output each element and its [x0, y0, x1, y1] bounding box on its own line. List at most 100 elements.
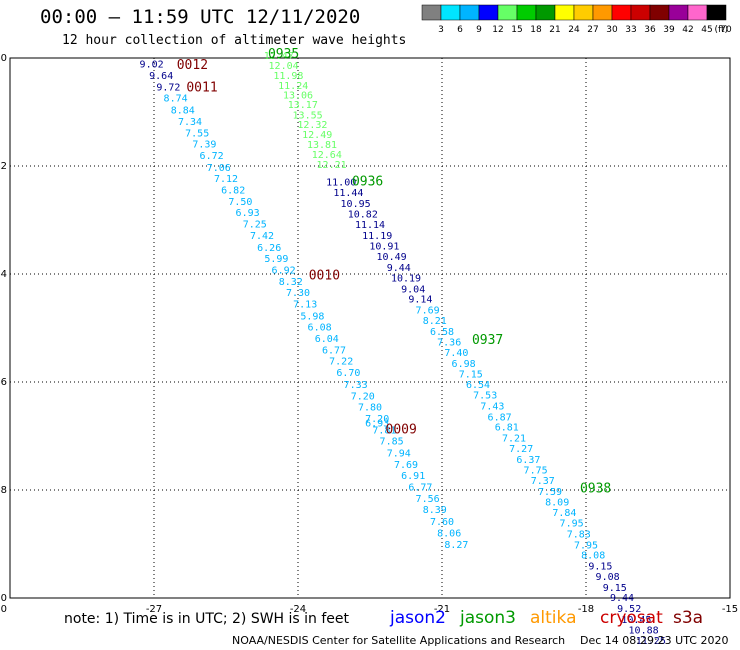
y-tick-label: -42	[0, 161, 7, 172]
wave-height-label: 7.69	[416, 305, 440, 316]
wave-height-label: 10.45	[621, 615, 651, 626]
wave-height-label: 10.91	[369, 242, 399, 253]
wave-height-label: 7.83	[567, 530, 591, 541]
wave-height-label: 10.49	[377, 252, 407, 263]
wave-height-label: 10.82	[348, 209, 378, 220]
wave-height-label: 12.47	[264, 51, 294, 62]
wave-height-label: 7.50	[228, 197, 252, 208]
pass-time-label: 0010	[309, 268, 340, 283]
footer-timestamp: Dec 14 08:29:23 UTC 2020	[580, 634, 729, 647]
wave-height-label: 11.14	[355, 220, 385, 231]
wave-height-label: 7.06	[207, 163, 231, 174]
y-tick-label: -40	[0, 53, 7, 64]
colorbar-swatch	[687, 4, 708, 21]
wave-height-label: 7.12	[214, 174, 238, 185]
colorbar-label: 24	[568, 25, 580, 35]
colorbar-swatch	[573, 4, 594, 21]
wave-height-label: 6.26	[257, 243, 281, 254]
wave-height-label: 11.44	[333, 188, 363, 199]
wave-height-label: 9.64	[149, 71, 173, 82]
wave-height-label: 7.13	[293, 299, 317, 310]
wave-height-label: 6.98	[452, 359, 476, 370]
plot-frame	[9, 57, 731, 599]
pass-time-label: 0938	[580, 482, 611, 497]
pass-time-label: 0937	[472, 333, 503, 348]
legend-jason3: jason3	[460, 608, 516, 628]
y-tick-label: -46	[0, 377, 7, 388]
wave-height-label: 7.27	[509, 444, 533, 455]
wave-height-label: 12.04	[269, 61, 299, 72]
wave-height-label: 8.27	[444, 540, 468, 551]
colorbar-label: 36	[644, 25, 656, 35]
wave-height-label: 8.08	[581, 551, 605, 562]
colorbar-label: 27	[587, 25, 598, 35]
y-tick-label: -48	[0, 485, 7, 496]
wave-height-label: 7.94	[387, 449, 411, 460]
wave-height-label: 7.33	[344, 380, 368, 391]
wave-height-label: 7.59	[538, 487, 562, 498]
colorbar-swatch	[516, 4, 537, 21]
wave-height-label: 7.80	[358, 403, 382, 414]
wave-height-label: 7.95	[560, 519, 584, 530]
wave-height-label: 8.32	[279, 277, 303, 288]
x-tick-label: -21	[434, 604, 450, 615]
wave-height-label: 9.52	[617, 604, 641, 615]
wave-height-label: 7.53	[473, 391, 497, 402]
wave-height-label: 10.19	[391, 274, 421, 285]
wave-height-label: 7.25	[243, 220, 267, 231]
wave-height-label: 6.77	[322, 345, 346, 356]
pass-time-label: 0935	[268, 47, 299, 62]
wave-height-label: 6.08	[308, 323, 332, 334]
wave-height-label: 7.60	[430, 517, 454, 528]
wave-height-label: 6.82	[221, 186, 245, 197]
wave-height-label: 7.81	[372, 425, 396, 436]
wave-height-label: 7.39	[192, 140, 216, 151]
wave-height-label: 8.21	[423, 316, 447, 327]
wave-height-label: 13.06	[283, 91, 313, 102]
wave-height-label: 9.04	[401, 284, 425, 295]
colorbar-swatch	[459, 4, 480, 21]
colorbar-unit: (ft)	[714, 25, 728, 35]
wave-height-label: 7.34	[178, 117, 202, 128]
wave-height-label: 7.75	[524, 465, 548, 476]
wave-height-label: 9.15	[603, 583, 627, 594]
wave-height-label: 7.36	[437, 337, 461, 348]
colorbar-swatch	[421, 4, 442, 21]
wave-height-label: 12.32	[297, 120, 327, 131]
wave-height-label: 13.81	[307, 140, 337, 151]
wave-height-label: 7.37	[531, 476, 555, 487]
wave-height-label: 6.81	[495, 423, 519, 434]
wave-height-label: 7.69	[394, 460, 418, 471]
wave-height-label: 8.39	[423, 505, 447, 516]
wave-height-label: 10.88	[629, 626, 659, 637]
colorbar-label: 33	[625, 25, 636, 35]
footer-credit: NOAA/NESDIS Center for Satellite Applica…	[232, 634, 566, 647]
colorbar-label: 18	[530, 25, 542, 35]
colorbar-label: 45	[701, 25, 712, 35]
pass-time-label: 0009	[386, 422, 417, 437]
pass-time-label: 0012	[177, 58, 208, 73]
colorbar-label: 39	[663, 25, 675, 35]
x-tick-label: -18	[578, 604, 594, 615]
legend-jason2: jason2	[390, 608, 446, 628]
wave-height-label: 6.92	[272, 265, 296, 276]
wave-height-label: 6.37	[516, 455, 540, 466]
wave-height-label: 6.91	[401, 471, 425, 482]
corner-tick-label: -30	[0, 604, 7, 615]
colorbar-label: 21	[549, 25, 560, 35]
wave-height-label: 6.54	[466, 380, 490, 391]
pass-time-label: 0936	[352, 174, 383, 189]
wave-height-label: 6.58	[430, 327, 454, 338]
wave-height-label: 8.09	[545, 498, 569, 509]
wave-height-label: 12.49	[302, 130, 332, 141]
wave-height-label: 9.72	[156, 82, 180, 93]
wave-height-label: 12.21	[317, 160, 347, 171]
colorbar-swatch	[706, 4, 727, 21]
colorbar-label: 30	[606, 25, 618, 35]
colorbar-label: 42	[682, 25, 693, 35]
wave-height-label: 6.93	[365, 418, 389, 429]
x-tick-label: -24	[290, 604, 306, 615]
wave-height-label: 7.42	[250, 231, 274, 242]
wave-height-label: 5.98	[300, 311, 324, 322]
footer-note: note: 1) Time is in UTC; 2) SWH is in fe…	[64, 611, 350, 627]
